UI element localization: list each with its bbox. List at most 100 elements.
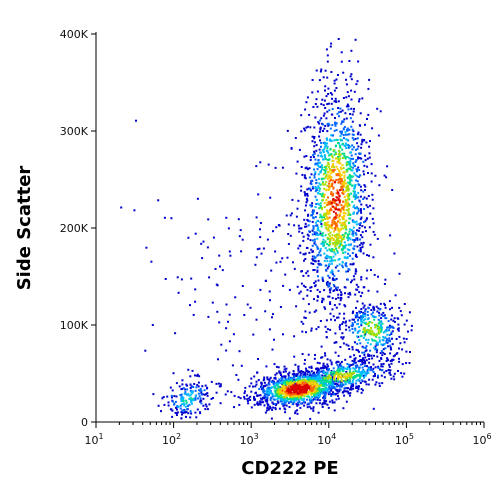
data-point bbox=[312, 154, 315, 157]
data-point bbox=[350, 192, 353, 195]
data-point bbox=[342, 217, 345, 220]
data-point bbox=[319, 213, 322, 216]
data-point bbox=[277, 388, 280, 391]
data-point bbox=[311, 399, 314, 402]
data-point bbox=[160, 410, 162, 413]
data-point bbox=[300, 388, 303, 391]
data-point bbox=[329, 260, 332, 263]
data-point bbox=[324, 145, 327, 148]
data-point bbox=[186, 384, 189, 387]
data-point bbox=[349, 238, 352, 241]
data-point bbox=[331, 185, 333, 188]
data-point bbox=[317, 377, 320, 380]
data-point bbox=[305, 225, 308, 228]
data-point bbox=[353, 90, 356, 93]
data-point bbox=[329, 92, 332, 94]
data-point bbox=[271, 393, 274, 396]
data-point bbox=[334, 226, 336, 229]
data-point bbox=[318, 290, 321, 293]
data-point bbox=[268, 378, 271, 381]
data-point bbox=[315, 179, 318, 182]
data-point bbox=[341, 120, 344, 123]
data-point bbox=[295, 215, 298, 218]
data-point bbox=[334, 382, 337, 385]
data-point bbox=[315, 203, 318, 205]
data-point bbox=[304, 108, 307, 111]
data-point bbox=[355, 385, 358, 388]
data-point bbox=[199, 399, 202, 402]
data-point bbox=[297, 375, 300, 378]
data-point bbox=[285, 386, 288, 389]
data-point bbox=[164, 278, 167, 280]
data-point bbox=[292, 397, 295, 400]
data-point bbox=[320, 177, 323, 180]
data-point bbox=[315, 231, 318, 234]
data-point bbox=[390, 362, 393, 365]
data-point bbox=[363, 164, 366, 167]
data-point bbox=[337, 316, 340, 319]
data-point bbox=[321, 301, 323, 304]
data-point bbox=[352, 230, 355, 233]
data-point bbox=[335, 204, 338, 207]
data-point bbox=[387, 345, 390, 348]
data-point bbox=[299, 406, 302, 409]
data-point bbox=[338, 180, 341, 183]
data-point bbox=[290, 389, 293, 392]
data-point bbox=[298, 384, 301, 387]
data-point bbox=[179, 407, 182, 410]
data-point bbox=[290, 381, 293, 384]
data-point bbox=[283, 385, 286, 388]
data-point bbox=[353, 221, 356, 224]
data-point bbox=[364, 356, 367, 359]
data-point bbox=[328, 368, 330, 371]
data-point bbox=[271, 408, 274, 411]
data-point bbox=[240, 250, 243, 253]
data-point bbox=[348, 183, 351, 186]
data-point bbox=[335, 238, 338, 241]
data-point bbox=[343, 245, 346, 248]
data-point bbox=[325, 144, 328, 147]
data-point bbox=[359, 185, 362, 188]
data-point bbox=[386, 358, 389, 361]
data-point bbox=[350, 388, 353, 391]
data-point bbox=[200, 242, 203, 245]
data-point bbox=[316, 371, 318, 374]
data-point bbox=[372, 230, 375, 233]
data-point bbox=[345, 162, 348, 165]
data-point bbox=[318, 203, 321, 206]
data-point bbox=[192, 397, 195, 400]
data-point bbox=[351, 381, 354, 383]
data-point bbox=[305, 155, 308, 157]
data-point bbox=[390, 348, 393, 351]
data-point bbox=[345, 186, 348, 189]
data-point bbox=[354, 293, 357, 296]
data-point bbox=[323, 244, 325, 247]
data-point bbox=[314, 380, 317, 383]
data-point bbox=[299, 384, 302, 387]
data-point bbox=[313, 260, 316, 262]
data-point bbox=[288, 406, 291, 408]
data-point bbox=[310, 407, 313, 410]
data-point bbox=[321, 299, 324, 302]
data-point bbox=[335, 101, 338, 103]
data-point bbox=[358, 176, 360, 178]
data-point bbox=[372, 367, 375, 370]
data-point bbox=[324, 325, 327, 328]
data-point bbox=[283, 365, 286, 368]
data-point bbox=[332, 199, 334, 202]
data-point bbox=[336, 368, 339, 371]
data-point bbox=[329, 185, 332, 188]
data-point bbox=[235, 374, 238, 376]
data-point bbox=[304, 204, 307, 207]
data-point bbox=[173, 395, 176, 398]
data-point bbox=[326, 145, 329, 148]
data-point bbox=[325, 168, 328, 170]
data-point bbox=[323, 399, 326, 402]
data-point bbox=[306, 192, 309, 195]
data-point bbox=[322, 219, 325, 222]
data-point bbox=[323, 385, 326, 387]
data-point bbox=[350, 89, 353, 92]
data-point bbox=[359, 377, 361, 380]
data-point bbox=[332, 371, 335, 374]
data-point bbox=[391, 189, 394, 191]
